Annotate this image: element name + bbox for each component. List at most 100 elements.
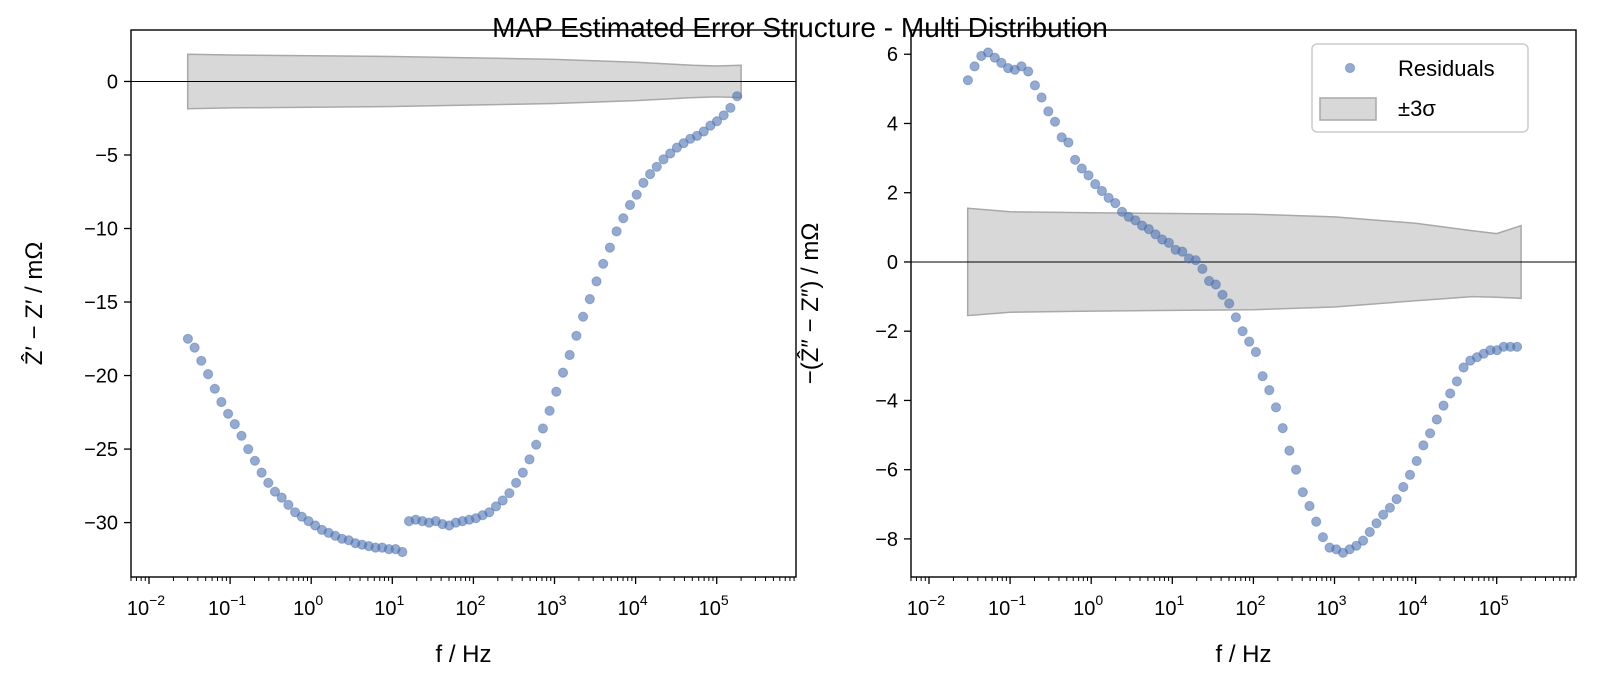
y-axis-title: Ẑ′ − Z′ / mΩ (21, 242, 48, 366)
residual-point (1056, 132, 1067, 143)
residual-point (1150, 229, 1161, 240)
residual-point (1270, 402, 1282, 413)
residual-point (698, 126, 709, 137)
residual-point (624, 199, 636, 211)
residual-point (484, 507, 495, 518)
x-tick-label: 10−1 (208, 592, 246, 620)
residual-point (1103, 192, 1114, 203)
residual-point (678, 138, 689, 149)
residual-point (236, 430, 247, 441)
residual-point (1230, 312, 1242, 323)
residual-point (1177, 246, 1188, 257)
legend-label: ±3σ (1398, 96, 1436, 121)
y-tick-label: 0 (107, 71, 118, 93)
residual-point (303, 516, 314, 527)
y-tick-label: −5 (95, 145, 118, 167)
x-tick-label: 105 (1479, 592, 1509, 620)
residual-point (732, 91, 743, 102)
residual-point (651, 161, 662, 172)
y-tick-label: 4 (887, 113, 898, 135)
left-panel: 0 −5 −10 −15 −20 −25 −30 10−2 10−1 100 101 102 103 10… (21, 29, 797, 668)
x-tick-label: 104 (618, 592, 648, 620)
residual-point (1438, 400, 1449, 411)
y-axis-title: −(Ẑ″ − Z″) / mΩ (797, 223, 824, 385)
residual-point (223, 408, 234, 419)
residual-point (1398, 481, 1409, 493)
legend-point-marker (1344, 62, 1356, 74)
residual-point (196, 355, 207, 366)
residual-point (571, 330, 582, 341)
x-tick-label: 103 (536, 592, 566, 620)
residual-point (397, 546, 408, 558)
residual-point (1063, 137, 1074, 148)
x-axis-title: f / Hz (1215, 641, 1271, 668)
residual-point (1116, 206, 1128, 217)
right-panel: 6 4 2 0 −2 −4 −6 −8 10−2 10−1 100 101 102 103 104 105 f … (797, 29, 1577, 668)
residual-point (645, 169, 656, 180)
x-tick-label: 103 (1316, 592, 1346, 620)
residual-point (1351, 540, 1362, 551)
residual-point (216, 396, 227, 408)
residual-point (1317, 532, 1329, 543)
residual-point (671, 142, 683, 153)
residual-point (564, 349, 575, 361)
residual-point (290, 507, 301, 518)
residual-point (1197, 263, 1208, 274)
residual-point (1371, 518, 1382, 529)
residual-point (1090, 179, 1101, 190)
residual-point (1257, 371, 1268, 382)
residual-point (249, 455, 260, 466)
x-tick-label: 104 (1398, 592, 1428, 620)
y-tick-label: −8 (875, 529, 898, 551)
y-tick-label: −25 (84, 439, 118, 461)
residual-point (189, 342, 200, 353)
axes-frame (910, 29, 1577, 578)
residual-point (1378, 509, 1389, 520)
x-axis-title: f / Hz (435, 641, 491, 668)
residual-point (1358, 535, 1369, 546)
residual-point (691, 130, 703, 141)
y-tick-label: 0 (887, 252, 898, 274)
residual-point (504, 488, 515, 499)
y-tick-label: −4 (875, 390, 898, 412)
residual-point (1445, 388, 1456, 399)
residual-point (296, 511, 307, 522)
residual-point (705, 120, 716, 131)
residual-point (229, 419, 240, 430)
residual-point (1311, 516, 1322, 527)
residual-point (551, 386, 562, 397)
residual-point (962, 75, 974, 86)
residual-point (1043, 106, 1054, 117)
residual-point (517, 467, 528, 478)
residual-point (1076, 163, 1087, 174)
residual-point (1224, 298, 1235, 309)
residual-point (969, 61, 980, 72)
residual-point (1143, 224, 1154, 235)
residual-point (283, 499, 294, 510)
residual-point (544, 405, 555, 416)
residual-point (263, 477, 274, 488)
residual-point (557, 367, 569, 378)
y-tick-label: 2 (887, 183, 898, 205)
residual-point (1036, 92, 1047, 103)
residual-point (1391, 494, 1402, 505)
residual-point (256, 467, 267, 478)
residual-point (209, 383, 220, 394)
residual-point (1277, 423, 1288, 434)
residual-point (1512, 341, 1523, 352)
residual-point (1425, 428, 1436, 439)
residual-point (1284, 445, 1295, 456)
residual-point (1016, 61, 1027, 72)
x-tick-label: 101 (1154, 592, 1184, 620)
residual-point (1049, 116, 1061, 127)
legend-label: Residuals (1398, 56, 1495, 81)
residual-point (604, 242, 616, 253)
x-tick-label: 105 (699, 592, 729, 620)
residual-point (983, 47, 994, 58)
plot-area (911, 47, 1576, 558)
residual-point (578, 311, 589, 322)
residual-point (584, 294, 595, 305)
y-tick-label: −2 (875, 321, 898, 343)
residual-point (1384, 502, 1396, 513)
